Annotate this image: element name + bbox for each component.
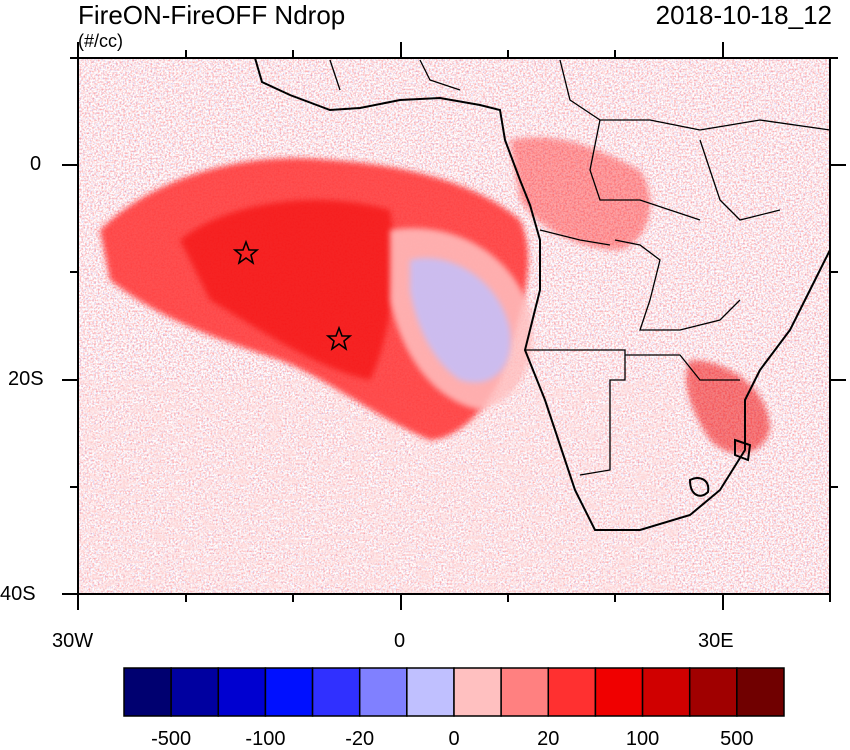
lat-label-0: 0 <box>30 153 42 175</box>
colorbar-label: -500 <box>151 728 192 750</box>
star-marker <box>232 239 260 265</box>
plume-core <box>180 200 394 380</box>
southern-streaks <box>78 380 678 594</box>
map-title: FireON-FireOFF Ndrop <box>78 0 346 30</box>
lat-label-20s: 20S <box>8 368 44 390</box>
markers <box>232 239 353 351</box>
colorbar-swatch <box>406 667 455 717</box>
colorbar-swatch <box>311 667 361 717</box>
lon-label-30e: 30E <box>698 630 734 652</box>
mozambique-red <box>686 360 770 454</box>
star-marker <box>325 325 353 351</box>
ticks <box>62 42 846 610</box>
colorbar-label: -100 <box>245 728 286 750</box>
colorbar-label: 0 <box>448 728 460 750</box>
colorbar-label: 500 <box>720 728 754 750</box>
lon-label-0: 0 <box>394 630 406 652</box>
colorbar-swatch <box>170 667 220 717</box>
colorbar-swatch <box>594 667 644 717</box>
colorbar-swatch <box>736 667 785 717</box>
colorbar-label: 20 <box>537 728 560 750</box>
coastline <box>254 58 830 531</box>
colorbar-swatch <box>123 667 172 717</box>
colorbar-swatch <box>453 667 502 717</box>
borders <box>329 59 830 476</box>
field-layer <box>78 58 830 594</box>
colorbar-label: 100 <box>625 728 660 750</box>
colorbar-swatch <box>547 667 597 717</box>
colorbar-swatch <box>217 667 267 717</box>
colorbar-swatch <box>688 667 738 717</box>
datetime-label: 2018-10-18_12 <box>655 0 832 30</box>
colorbar-swatch <box>641 667 691 717</box>
map-frame <box>77 57 831 595</box>
units-label: (#/cc) <box>78 31 123 51</box>
plume-blue-edge <box>410 258 511 383</box>
lon-label-30w: 30W <box>52 630 94 652</box>
congo-red <box>510 137 651 250</box>
colorbar-swatch <box>358 667 408 717</box>
colorbar-swatch <box>264 667 314 717</box>
colorbar-label: -20 <box>345 728 375 750</box>
lat-label-40s: 40S <box>0 583 36 605</box>
colorbar-swatch <box>500 667 550 717</box>
